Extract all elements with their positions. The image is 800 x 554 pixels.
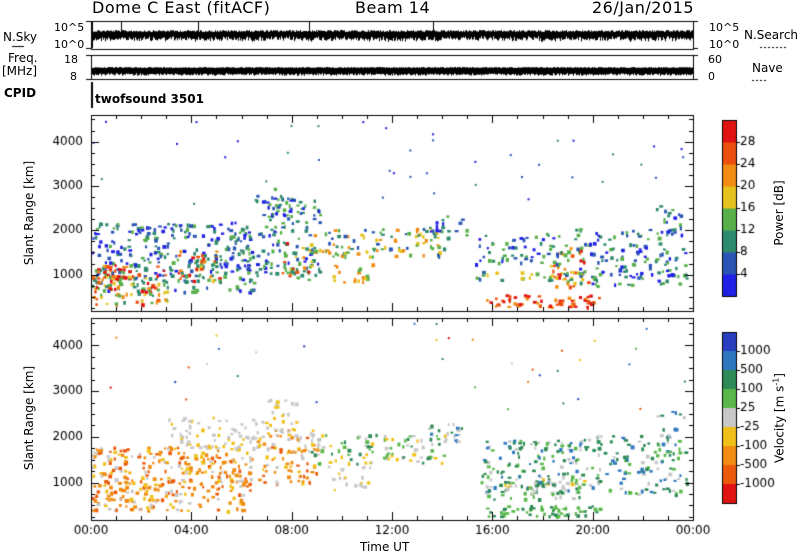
freq-tick-high: 18 [64, 53, 78, 66]
nsky-label: N.Sky [3, 30, 38, 44]
nsky-tick-high: 10^5 [54, 21, 85, 34]
date-label: 26/Jan/2015 [592, 0, 695, 17]
velocity-colorbar-label: Velocity [m s-1] [771, 373, 787, 463]
nsearch-tick-high: 10^5 [709, 21, 740, 34]
plot-title: Dome C East (fitACF) [92, 0, 271, 17]
x-axis-title: Time UT [360, 540, 410, 554]
velocity-panel-ylabel: Slant Range [km] [22, 365, 36, 471]
freq-unit: [MHz] [2, 64, 38, 78]
cpid-label: CPID [4, 86, 37, 100]
cpid-value: twofsound 3501 [95, 92, 204, 106]
nave-tick-high: 60 [708, 53, 722, 66]
nave-tick-low: 0 [708, 70, 715, 83]
power-colorbar-label: Power [dB] [772, 180, 786, 246]
freq-label: Freq. [8, 51, 38, 65]
nave-label: Nave [752, 61, 783, 75]
nsearch-label: N.Search [744, 28, 799, 42]
beam-label: Beam 14 [355, 0, 431, 17]
freq-tick-low: 8 [70, 70, 77, 83]
nsky-tick-low: 10^0 [54, 38, 85, 51]
power-panel-ylabel: Slant Range [km] [22, 160, 36, 266]
nsearch-tick-low: 10^0 [709, 38, 740, 51]
